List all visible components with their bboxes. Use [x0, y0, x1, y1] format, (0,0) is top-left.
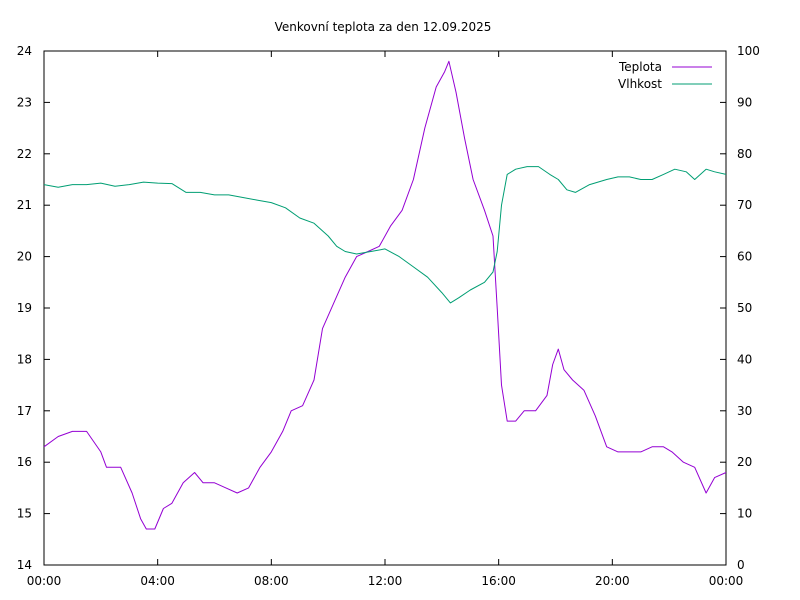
y2-tick-label-1: 10	[737, 507, 752, 521]
x-tick-label-1: 04:00	[140, 574, 175, 588]
y-tick-label-7: 21	[17, 198, 32, 212]
y-tick-label-2: 16	[17, 455, 32, 469]
y2-tick-label-8: 80	[737, 147, 752, 161]
y-tick-label-6: 20	[17, 250, 32, 264]
y-tick-label-0: 14	[17, 558, 32, 572]
y-tick-label-4: 18	[17, 352, 32, 366]
x-tick-label-3: 12:00	[368, 574, 403, 588]
series-line-teplota	[43, 60, 727, 530]
y2-tick-label-6: 60	[737, 250, 752, 264]
y2-tick-label-2: 20	[737, 455, 752, 469]
x-tick-label-0: 00:00	[27, 574, 62, 588]
series-line-vlhkost	[43, 166, 727, 304]
y-tick-label-5: 19	[17, 301, 32, 315]
y2-tick-label-3: 30	[737, 404, 752, 418]
y2-tick-label-10: 100	[737, 44, 760, 58]
y2-tick-label-7: 70	[737, 198, 752, 212]
y-tick-label-9: 23	[17, 95, 32, 109]
series-lines	[43, 60, 727, 530]
x-tick-label-2: 08:00	[254, 574, 289, 588]
x-tick-label-4: 16:00	[481, 574, 516, 588]
x-tick-label-6: 00:00	[709, 574, 744, 588]
x-tick-label-5: 20:00	[595, 574, 630, 588]
legend: Teplota Vlhkost	[618, 60, 712, 91]
plot-frame	[43, 50, 727, 566]
y-tick-label-10: 24	[17, 44, 32, 58]
y2-tick-label-4: 40	[737, 352, 752, 366]
y-tick-label-3: 17	[17, 404, 32, 418]
chart-title: Venkovní teplota za den 12.09.2025	[275, 20, 492, 34]
axis-ticks: 14 15 16 17 18 19 20 21 22 23 24 0 10 20 30 40 50 60 70 80 9…	[17, 44, 760, 588]
y2-tick-label-5: 50	[737, 301, 752, 315]
y2-tick-label-0: 0	[737, 558, 745, 572]
legend-label-vlhkost: Vlhkost	[618, 77, 662, 91]
y2-tick-label-9: 90	[737, 95, 752, 109]
y-tick-label-1: 15	[17, 507, 32, 521]
legend-label-teplota: Teplota	[618, 60, 662, 74]
y-tick-label-8: 22	[17, 147, 32, 161]
